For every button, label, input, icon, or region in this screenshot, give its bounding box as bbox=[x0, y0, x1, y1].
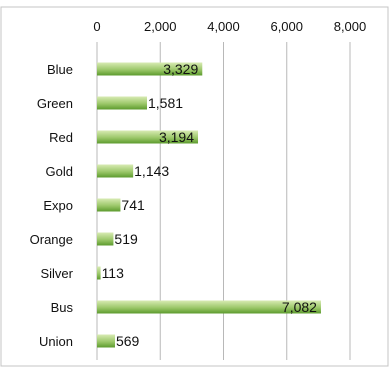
x-tick-label: 4,000 bbox=[207, 19, 240, 34]
bar bbox=[97, 266, 101, 280]
bar bbox=[97, 300, 321, 314]
category-label: Gold bbox=[46, 164, 73, 179]
bar bbox=[97, 334, 115, 348]
bar bbox=[97, 130, 199, 144]
data-label: 3,329 bbox=[163, 61, 198, 77]
category-label: Red bbox=[49, 130, 73, 145]
bar bbox=[97, 198, 121, 212]
bar bbox=[97, 164, 134, 178]
bar bbox=[97, 62, 203, 76]
x-axis-ticks: 0 2,000 4,000 6,000 8,000 bbox=[93, 19, 366, 34]
data-labels: 3,329 1,581 3,194 1,143 741 519 113 7,082 569 bbox=[102, 61, 318, 349]
data-label: 519 bbox=[114, 231, 138, 247]
data-label: 569 bbox=[116, 333, 140, 349]
data-label: 1,143 bbox=[134, 163, 169, 179]
category-label: Green bbox=[37, 96, 73, 111]
bars bbox=[97, 62, 321, 348]
x-tick-label: 6,000 bbox=[270, 19, 303, 34]
x-tick-label: 8,000 bbox=[334, 19, 367, 34]
category-label: Expo bbox=[43, 198, 73, 213]
data-label: 113 bbox=[102, 265, 125, 281]
bar bbox=[97, 232, 114, 246]
category-labels: Blue Green Red Gold Expo Orange Silver Bus Union bbox=[30, 62, 74, 349]
x-tick-label: 0 bbox=[93, 19, 100, 34]
x-tick-label: 2,000 bbox=[144, 19, 177, 34]
category-label: Bus bbox=[51, 300, 74, 315]
data-label: 741 bbox=[121, 197, 145, 213]
data-label: 1,581 bbox=[148, 95, 183, 111]
bar bbox=[97, 96, 147, 110]
data-label: 7,082 bbox=[282, 299, 317, 315]
category-label: Union bbox=[39, 334, 73, 349]
category-label: Silver bbox=[40, 266, 73, 281]
data-label: 3,194 bbox=[159, 129, 194, 145]
category-label: Orange bbox=[30, 232, 73, 247]
category-label: Blue bbox=[47, 62, 73, 77]
